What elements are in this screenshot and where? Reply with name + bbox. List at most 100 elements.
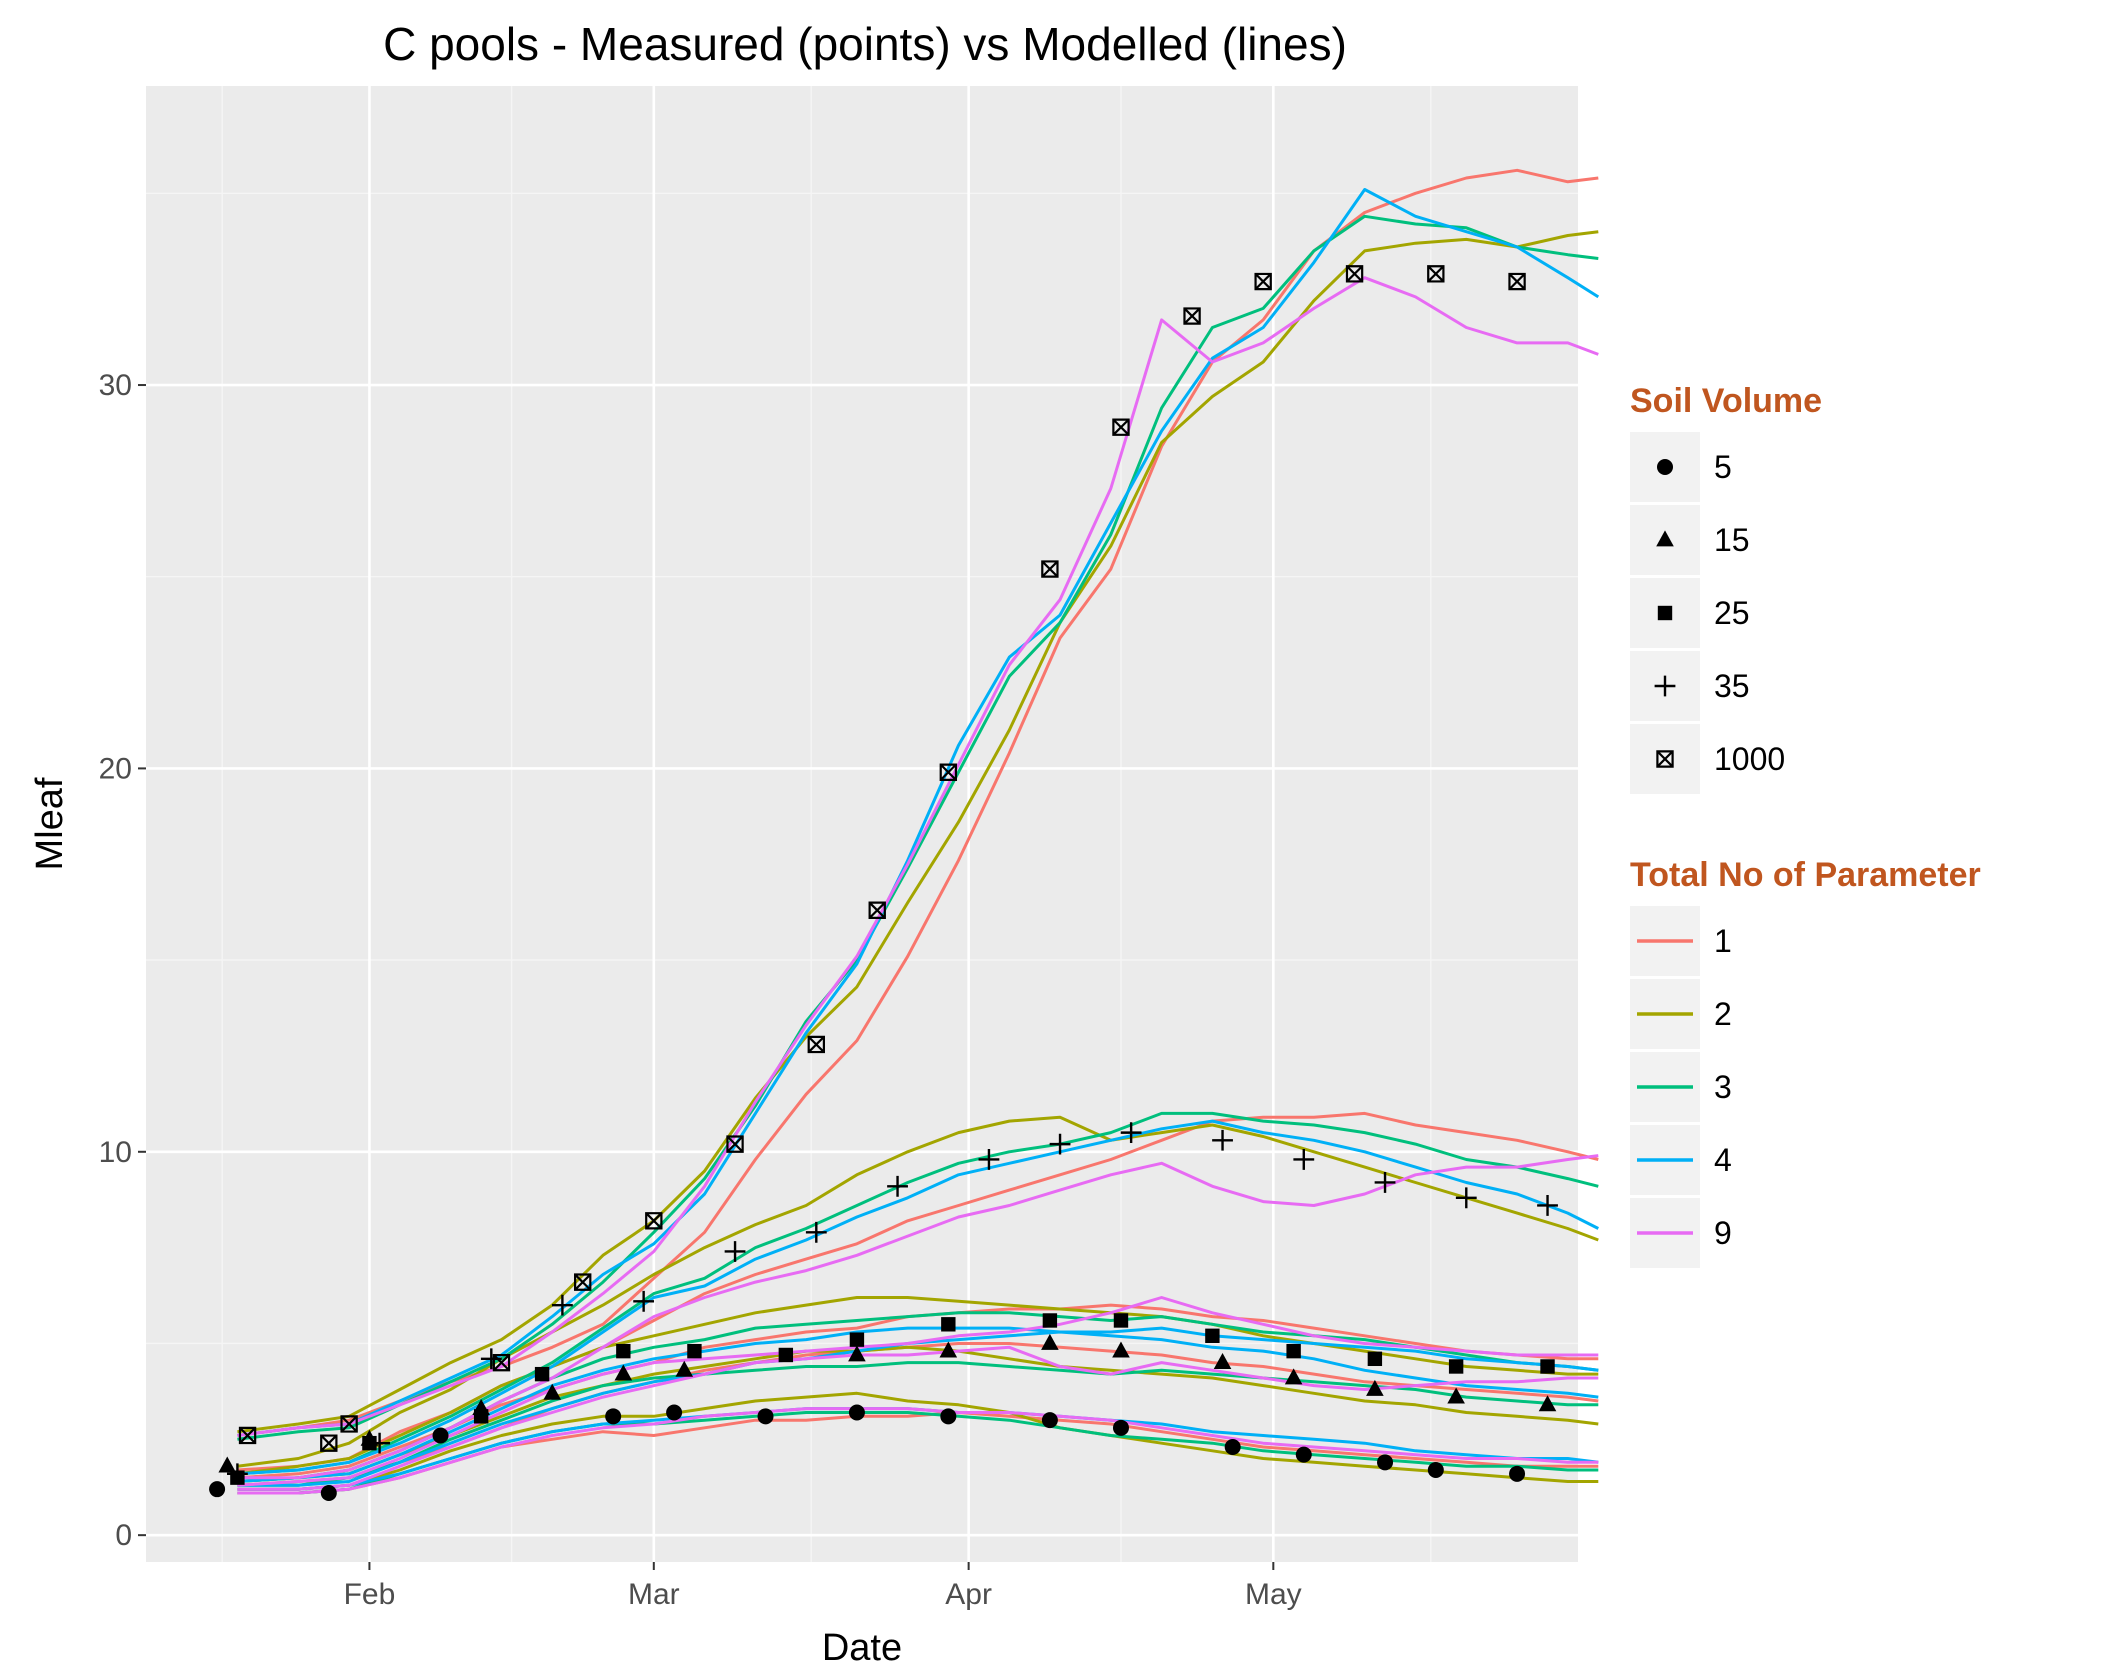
marker-square xyxy=(1540,1359,1555,1374)
marker-box-x xyxy=(939,763,958,781)
legend-label: 35 xyxy=(1714,668,1750,704)
marker-plus xyxy=(1212,1129,1233,1151)
series-line-2 xyxy=(237,1296,1599,1476)
series-line-4 xyxy=(237,1119,1599,1476)
marker-box-x xyxy=(807,1035,825,1054)
legend-title: Soil Volume xyxy=(1630,382,1822,420)
marker-box-x xyxy=(1427,265,1445,283)
marker-plus xyxy=(1455,1187,1477,1209)
y-tick-label: 30 xyxy=(99,369,132,402)
marker-plus xyxy=(551,1294,573,1316)
marker-circle xyxy=(320,1484,337,1501)
series-line-2 xyxy=(237,1345,1599,1483)
marker-circle xyxy=(1041,1412,1058,1429)
marker-box-x xyxy=(1183,307,1201,325)
marker-circle xyxy=(1509,1465,1526,1482)
legend-title: Total No of Parameter xyxy=(1630,856,1981,894)
marker-triangle xyxy=(1041,1333,1059,1350)
x-tick-label: Apr xyxy=(945,1578,992,1611)
marker-plus xyxy=(1654,675,1676,697)
marker-plus xyxy=(227,1463,248,1485)
marker-triangle xyxy=(218,1456,237,1473)
marker-triangle xyxy=(1656,530,1674,547)
series-line-2 xyxy=(237,1115,1599,1468)
legend-label: 1000 xyxy=(1714,741,1785,777)
marker-triangle xyxy=(1447,1387,1465,1404)
marker-triangle xyxy=(939,1341,958,1358)
marker-plus xyxy=(1374,1172,1396,1193)
chart-title: C pools - Measured (points) vs Modelled … xyxy=(383,18,1347,70)
marker-circle xyxy=(1427,1461,1444,1478)
marker-square xyxy=(1367,1351,1383,1367)
marker-square xyxy=(1286,1343,1301,1359)
series-line-3 xyxy=(237,214,1599,1441)
marker-triangle xyxy=(1213,1353,1232,1370)
series-line-9 xyxy=(237,1345,1599,1491)
y-tick-label: 10 xyxy=(99,1136,132,1169)
legend-label: 1 xyxy=(1714,923,1732,959)
marker-plus xyxy=(724,1241,746,1262)
plot-panel xyxy=(146,86,1578,1562)
marker-triangle xyxy=(1112,1341,1130,1358)
marker-square xyxy=(1448,1359,1464,1374)
marker-box-x xyxy=(492,1353,511,1372)
marker-circle xyxy=(605,1408,622,1425)
y-tick-label: 20 xyxy=(99,752,132,785)
y-axis-title: Mleaf xyxy=(29,777,71,870)
series-line-9 xyxy=(237,1296,1599,1487)
marker-box-x xyxy=(340,1415,358,1433)
marker-box-x xyxy=(1345,265,1364,283)
marker-square xyxy=(778,1347,794,1363)
marker-square xyxy=(941,1317,956,1332)
y-axis: 0 10 20 30 xyxy=(99,369,146,1552)
marker-circle xyxy=(940,1408,957,1425)
marker-circle xyxy=(209,1481,226,1498)
marker-square xyxy=(1113,1313,1129,1328)
marker-box-x xyxy=(1112,418,1130,436)
marker-plus xyxy=(887,1175,908,1197)
marker-square xyxy=(473,1409,489,1424)
measured-points xyxy=(209,265,1558,1501)
legend-label: 5 xyxy=(1714,449,1732,485)
marker-triangle xyxy=(543,1383,562,1400)
series-line-4 xyxy=(237,188,1600,1437)
marker-box-x xyxy=(645,1212,663,1230)
legend-total-no-of-parameter: Total No of Parameter 1 2 3 4 9 xyxy=(1630,856,1981,1268)
marker-triangle xyxy=(614,1364,633,1381)
marker-box-x xyxy=(1041,560,1059,578)
marker-circle xyxy=(1377,1454,1394,1471)
marker-box-x xyxy=(320,1434,338,1452)
marker-circle xyxy=(666,1404,683,1421)
legend-soil-volume: Soil Volume 5 15 25 35 1000 xyxy=(1630,382,1822,794)
marker-circle xyxy=(432,1427,449,1444)
marker-square xyxy=(1205,1328,1220,1344)
series-line-9 xyxy=(237,1407,1599,1495)
marker-circle xyxy=(1295,1446,1312,1463)
minor-gridlines xyxy=(146,86,1578,1562)
marker-box-x xyxy=(238,1426,257,1445)
legend-label: 15 xyxy=(1714,522,1750,558)
x-tick-label: Feb xyxy=(344,1578,396,1611)
marker-square xyxy=(687,1343,702,1359)
marker-plus xyxy=(633,1290,655,1312)
major-gridlines xyxy=(146,86,1578,1562)
marker-circle xyxy=(848,1404,865,1421)
marker-square xyxy=(1657,605,1673,621)
marker-square xyxy=(1042,1313,1058,1328)
marker-plus xyxy=(805,1221,827,1243)
marker-circle xyxy=(1657,459,1673,475)
marker-square xyxy=(616,1343,631,1359)
marker-square xyxy=(849,1332,865,1347)
x-tick-label: Mar xyxy=(628,1578,680,1611)
marker-triangle xyxy=(675,1360,694,1377)
legend-label: 4 xyxy=(1714,1142,1732,1178)
marker-plus xyxy=(1293,1149,1315,1170)
marker-triangle xyxy=(1366,1379,1384,1396)
marker-box-x xyxy=(1254,272,1272,291)
marker-plus xyxy=(1120,1122,1142,1144)
legend-label: 25 xyxy=(1714,595,1750,631)
marker-triangle xyxy=(1538,1395,1557,1412)
marker-plus xyxy=(978,1149,1000,1170)
model-lines xyxy=(237,168,1600,1495)
series-line-9 xyxy=(237,276,1599,1437)
